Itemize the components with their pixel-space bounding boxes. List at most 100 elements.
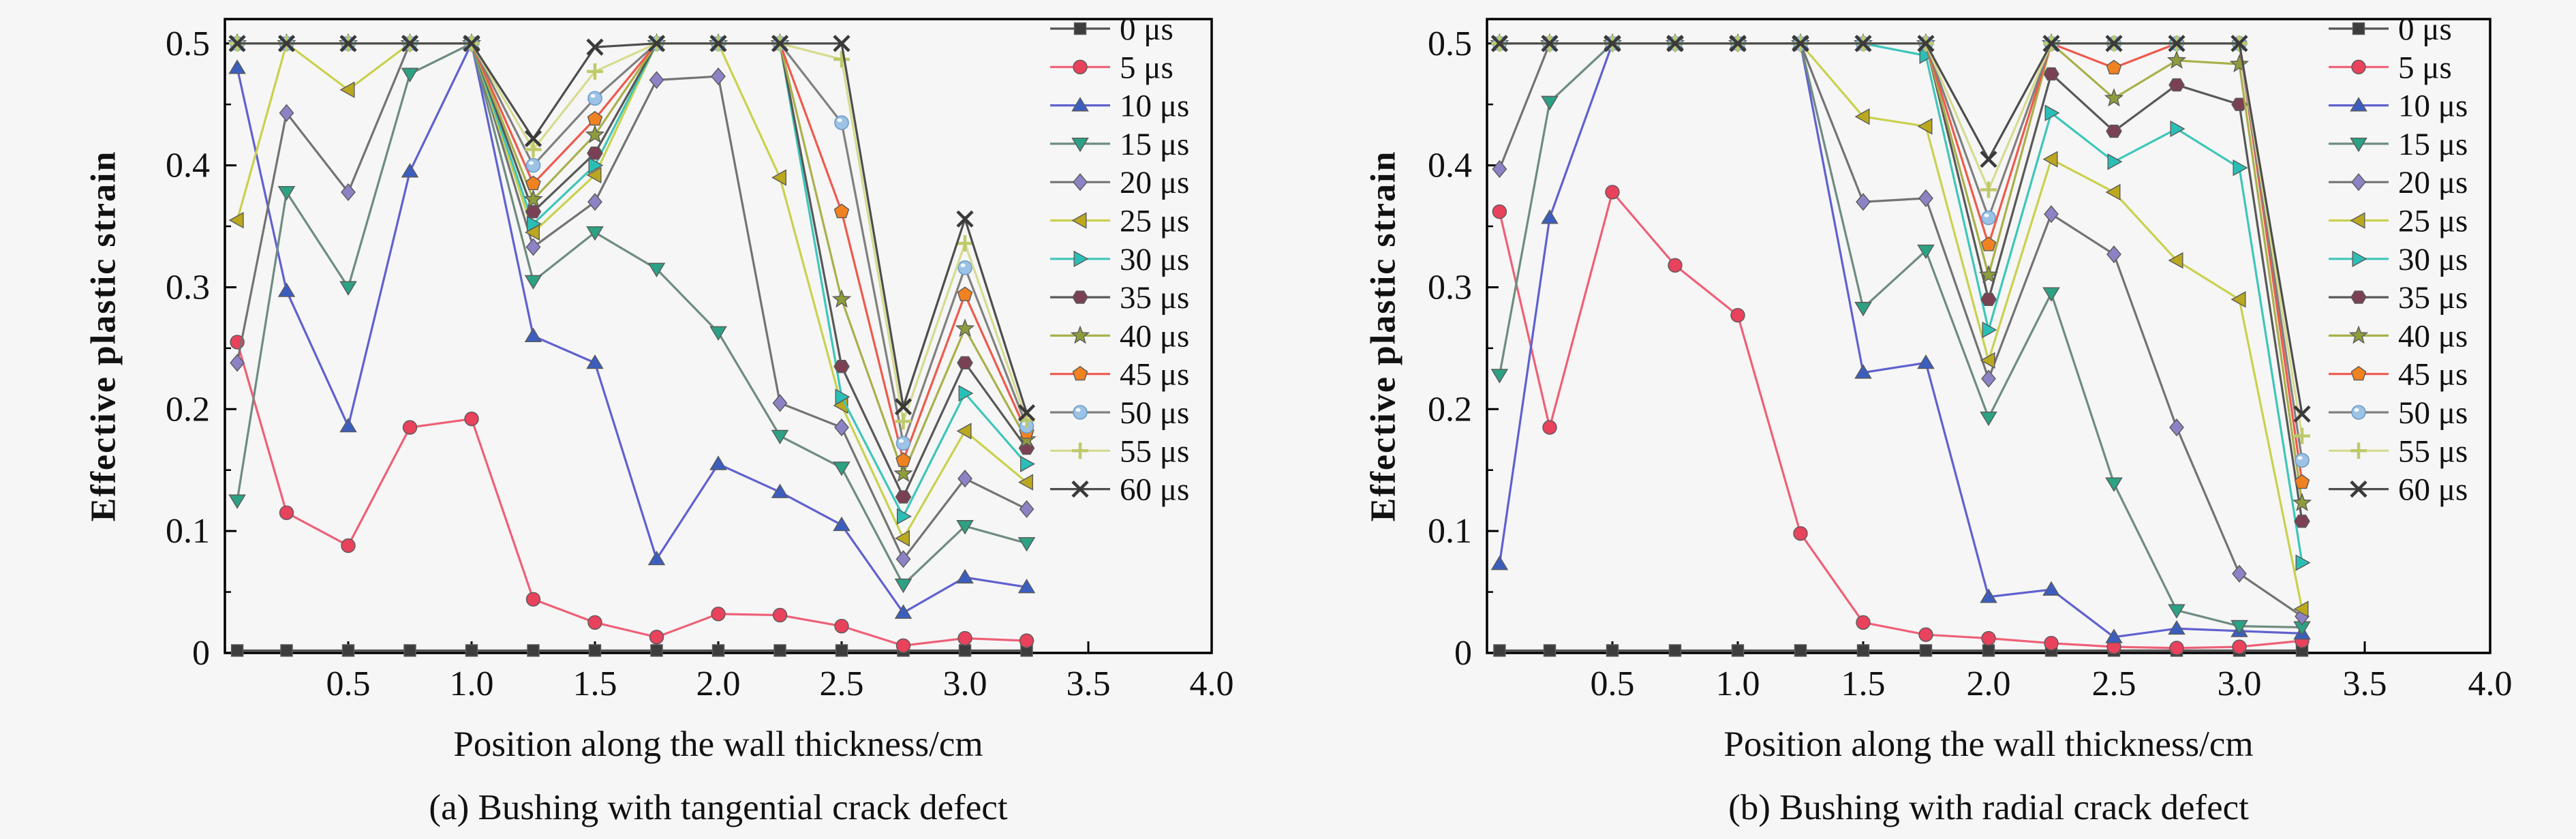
data-point (1917, 35, 1935, 52)
legend-label: 55 μs (1120, 433, 1189, 469)
data-point (1981, 630, 1996, 646)
data-point (230, 644, 244, 657)
data-point (2043, 67, 2059, 81)
data-point (2107, 153, 2123, 170)
x-tick-label: 0.5 (326, 665, 371, 703)
x-tick-label: 2.5 (820, 665, 864, 703)
data-point (1017, 579, 1036, 594)
data-point (1541, 95, 1559, 110)
data-point (1492, 159, 1507, 179)
data-point (2168, 35, 2186, 52)
data-point (833, 51, 850, 68)
series-50μs (1492, 35, 2310, 468)
y-tick-label: 0.3 (1428, 268, 1472, 307)
data-point (587, 110, 603, 126)
data-point (2168, 604, 2186, 619)
data-point (1490, 555, 1509, 570)
data-point (893, 463, 913, 483)
data-point (957, 286, 973, 301)
data-point (895, 530, 910, 547)
legend-label: 45 μs (1120, 357, 1189, 393)
data-point (2294, 515, 2310, 528)
data-point (525, 175, 541, 191)
data-point (1917, 244, 1935, 260)
data-point (587, 615, 602, 630)
data-point (650, 644, 663, 657)
data-point (1918, 189, 1933, 207)
data-point (833, 35, 850, 52)
data-point (1542, 420, 1557, 435)
legend-item: 55 μs (1050, 433, 1189, 469)
series-line (237, 42, 1028, 414)
data-point (1792, 35, 1809, 52)
legend-item: 45 μs (2329, 357, 2468, 393)
data-point (2166, 50, 2187, 69)
data-point (831, 289, 852, 308)
series-0μs (230, 644, 1033, 657)
data-point (649, 71, 664, 89)
data-point (525, 157, 541, 173)
y-tick-label: 0.4 (1428, 147, 1472, 185)
data-point (1019, 500, 1034, 519)
data-point (1668, 258, 1683, 273)
legend-marker (2351, 59, 2366, 75)
data-point (1018, 474, 1034, 491)
data-point (523, 189, 543, 208)
data-point (894, 398, 913, 416)
legend-item: 10 μs (1050, 89, 1189, 124)
legend-marker (1072, 442, 1088, 459)
data-point (1856, 193, 1871, 211)
caption-b: (b) Bushing with radial crack defect (1728, 788, 2249, 827)
data-point (956, 520, 974, 535)
data-point (339, 81, 355, 98)
data-point (2230, 35, 2248, 52)
data-point (525, 204, 542, 219)
data-point (772, 607, 788, 623)
data-point (585, 124, 605, 144)
data-point (2044, 205, 2059, 224)
data-point (341, 183, 356, 202)
x-tick-label: 4.0 (2468, 665, 2513, 703)
data-point (341, 644, 355, 657)
data-point (894, 578, 913, 594)
y-axis-ticks: 0 0.1 0.2 0.3 0.4 0.5 (1428, 25, 1499, 673)
legend-item: 50 μs (2329, 395, 2468, 431)
legend-label: 45 μs (2398, 357, 2468, 393)
y-tick-label: 0.3 (166, 268, 210, 307)
data-point (2106, 124, 2122, 138)
data-point (524, 129, 542, 147)
data-point (2232, 639, 2247, 654)
legend-item: 25 μs (2329, 204, 2468, 239)
data-point (2294, 474, 2310, 489)
series-10μs (1490, 35, 2311, 643)
legend-marker (2351, 173, 2366, 192)
legend-marker (2350, 442, 2367, 459)
legend-marker (2352, 250, 2367, 267)
data-point (587, 147, 603, 160)
data-point (958, 384, 974, 402)
data-point (2042, 287, 2060, 302)
data-point (956, 423, 972, 440)
data-point (771, 483, 789, 498)
legend-label: 40 μs (2398, 318, 2468, 354)
data-point (2230, 620, 2248, 635)
data-point (834, 618, 849, 634)
data-point (711, 67, 726, 86)
data-point (586, 226, 604, 241)
legend-label: 35 μs (2398, 280, 2468, 316)
data-point (1668, 644, 1682, 657)
data-point (895, 490, 912, 504)
data-point (772, 394, 788, 412)
data-point (957, 235, 973, 252)
x-tick-label: 4.0 (1190, 665, 1234, 703)
panel-a: 0 0.1 0.2 0.3 0.4 0.5 0.5 1.0 1.5 2.0 2.5 3.0 3.5 4.0… (85, 12, 1234, 827)
data-point (957, 260, 972, 275)
data-point (1019, 455, 1035, 472)
data-point (1856, 644, 1870, 657)
x-tick-label: 1.5 (1841, 665, 1886, 703)
data-point (1490, 369, 1509, 384)
data-point (588, 157, 604, 174)
data-point (895, 436, 911, 451)
legend-marker (2348, 325, 2369, 344)
